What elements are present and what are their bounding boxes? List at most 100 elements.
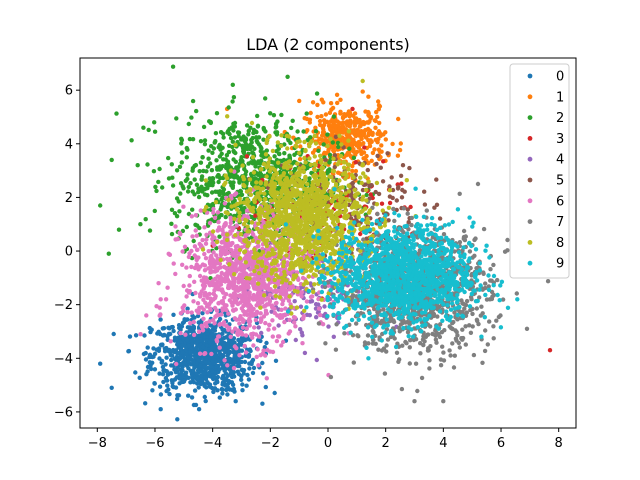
data-point [384,349,389,354]
data-point [276,323,281,328]
data-point [305,128,310,133]
data-point [174,116,179,121]
data-point [375,140,380,145]
data-point [495,277,500,283]
data-point [237,321,242,326]
data-point [375,309,380,315]
data-point [211,374,217,379]
data-point [220,387,225,392]
data-point [323,151,329,156]
data-point [194,182,200,187]
data-point-outlier [106,251,112,256]
data-point [202,251,207,257]
data-point [270,318,275,323]
data-point [245,215,251,220]
data-point [354,116,359,121]
data-point [388,316,393,321]
data-point [236,361,241,366]
data-point [154,188,159,194]
data-point [217,345,222,350]
data-point [321,142,326,147]
data-point [372,118,377,123]
data-point [181,378,186,383]
data-point [217,280,222,285]
data-point [386,218,391,223]
data-point [195,368,201,373]
data-point [260,255,265,260]
data-point [319,97,324,102]
data-point [200,344,206,350]
data-point [192,177,197,182]
data-point [428,324,433,329]
data-point [335,100,340,106]
data-point [362,156,367,161]
data-point [287,317,292,323]
data-point [217,192,222,197]
data-point [181,186,186,191]
data-point [202,383,207,389]
data-point [210,282,216,288]
data-point [145,364,151,370]
data-point [198,294,203,299]
data-point [197,351,203,356]
data-point [223,275,228,280]
data-point [220,228,225,233]
data-point [323,161,328,167]
data-point [168,371,174,376]
data-point [275,334,281,339]
data-point [399,181,404,186]
data-point [317,118,323,124]
data-point [347,124,352,129]
data-point [224,162,229,167]
data-point [310,294,315,299]
data-point [255,347,260,352]
data-point [425,332,431,337]
data-point [433,332,438,338]
data-point [234,254,239,259]
data-point [173,224,178,229]
data-point [394,198,399,203]
data-point [396,184,401,190]
data-point [366,120,371,125]
data-point [246,354,252,359]
data-point [196,190,201,195]
data-point [331,148,336,153]
data-point [186,393,191,398]
data-point [254,135,259,140]
data-point [488,267,493,272]
data-point [205,310,210,315]
data-point [175,236,180,242]
data-point [372,147,377,152]
data-point [151,354,156,359]
data-point [279,343,284,348]
data-point [206,148,211,153]
data-point [213,381,218,386]
data-point [188,181,193,186]
data-point [202,263,208,268]
data-point [387,184,392,189]
data-point [166,176,172,181]
data-point [194,371,199,377]
data-point [215,374,220,380]
data-point [169,207,175,212]
data-point [198,363,203,368]
data-point [365,333,371,338]
data-point [258,311,263,316]
data-point [230,139,235,144]
data-point [286,298,292,303]
data-point [373,189,378,195]
data-point [211,317,216,323]
data-point [215,210,221,215]
data-point [489,278,494,283]
data-point [255,113,260,119]
data-point [240,325,246,330]
data-point [216,219,221,225]
data-point [262,281,267,286]
data-point [384,343,389,348]
data-point [415,388,420,394]
data-point [204,356,209,361]
data-point [358,231,363,237]
data-point [223,214,228,220]
data-point [264,340,269,346]
data-point [295,286,300,291]
